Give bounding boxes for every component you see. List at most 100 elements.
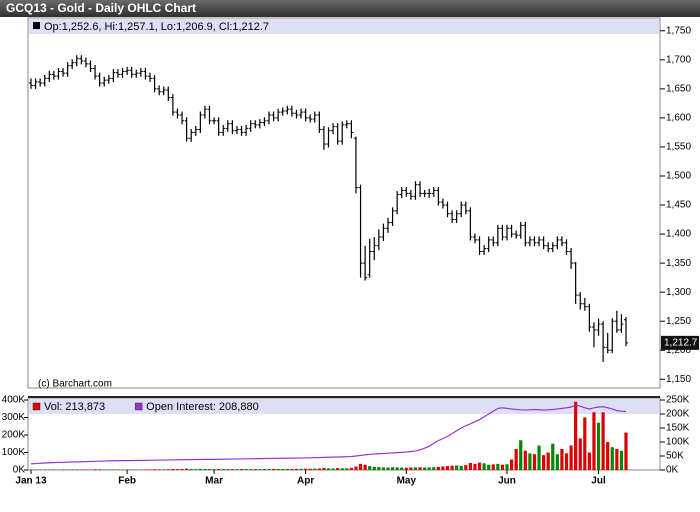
volume-bar (464, 465, 468, 470)
volume-bar (308, 468, 312, 470)
y2-tick-label: 250K (666, 395, 690, 406)
volume-bar (148, 469, 152, 470)
volume-bar (487, 464, 491, 470)
volume-bar (230, 469, 234, 470)
volume-bar (152, 469, 157, 470)
volume-bar (473, 463, 477, 470)
y-tick-label: 0K (13, 465, 26, 476)
x-tick-label: Feb (118, 476, 136, 487)
legend-label: Open Interest: 208,880 (146, 401, 259, 413)
y-tick-label: 100K (2, 447, 26, 458)
volume-bar (162, 469, 166, 470)
volume-bar (189, 468, 193, 470)
volume-bar (619, 450, 624, 470)
y-tick-label: 300K (2, 412, 26, 423)
y2-tick-label: 200K (666, 409, 690, 420)
y-tick-label: 1,750 (666, 25, 691, 36)
y-tick-label: 1,300 (666, 287, 691, 298)
y-tick-label: 1,200 (666, 345, 691, 356)
volume-bar (116, 469, 120, 470)
legend-label: Vol: 213,873 (44, 401, 105, 413)
volume-bar (143, 469, 148, 470)
volume-bar (194, 469, 198, 470)
volume-bar (84, 469, 88, 470)
volume-bar (400, 467, 404, 470)
volume-bar (596, 422, 601, 470)
volume-bar (560, 449, 564, 470)
volume-bar (587, 452, 591, 470)
volume-bar (340, 468, 344, 470)
y-tick-label: 400K (2, 395, 26, 406)
y-tick-label: 1,400 (666, 229, 691, 240)
legend-swatch (134, 402, 143, 411)
volume-bar (313, 468, 317, 470)
volume-bar (551, 443, 555, 470)
volume-bar (271, 468, 276, 470)
volume-bar (226, 469, 230, 470)
volume-bar (29, 469, 33, 470)
volume-bar (221, 469, 225, 470)
x-tick-label: Apr (297, 476, 314, 487)
volume-bar (212, 469, 216, 470)
y-tick-label: 1,700 (666, 54, 691, 65)
volume-bar (290, 468, 294, 470)
volume-bar (276, 468, 280, 470)
volume-bar (368, 466, 372, 470)
volume-bar (390, 467, 395, 470)
volume-bar (326, 468, 331, 470)
volume-bar (244, 469, 248, 470)
volume-bar (363, 464, 367, 470)
volume-bar (532, 454, 537, 470)
y2-tick-label: 0K (666, 465, 679, 476)
volume-bar (583, 417, 587, 470)
volume-bar (523, 450, 527, 470)
y-tick-label: 1,450 (666, 200, 691, 211)
volume-bar (468, 463, 472, 470)
volume-bar (482, 463, 486, 470)
x-tick-label: Jul (591, 476, 606, 487)
open-interest-line (30, 404, 627, 465)
x-tick-label: Jun (498, 476, 516, 487)
volume-legend-band (29, 399, 659, 414)
volume-bar (217, 468, 221, 470)
volume-bar (496, 463, 500, 470)
last-price-box (661, 335, 699, 350)
volume-bar (102, 469, 106, 470)
volume-bar (601, 412, 605, 470)
y-tick-label: 1,350 (666, 258, 691, 269)
volume-bar (505, 464, 509, 470)
volume-bar (574, 401, 578, 470)
volume-bar (166, 469, 170, 470)
y2-tick-label: 150K (666, 423, 690, 434)
volume-bar (157, 469, 161, 470)
volume-bar (56, 469, 61, 470)
volume-bar (500, 464, 505, 470)
x-tick-label: Jan 13 (15, 476, 47, 487)
volume-bar (578, 438, 582, 470)
volume-bar (441, 466, 445, 470)
volume-bar (171, 468, 175, 470)
volume-bar (299, 468, 303, 470)
volume-bar (537, 445, 541, 470)
volume-bar (322, 467, 326, 470)
y-tick-label: 1,150 (666, 374, 691, 385)
volume-bar (436, 466, 440, 470)
volume-bar (413, 467, 418, 470)
volume-bar (61, 469, 65, 470)
price-panel (27, 17, 661, 389)
volume-bar (555, 454, 559, 470)
volume-bar (249, 469, 253, 470)
volume-bar (207, 469, 212, 470)
volume-bar (262, 468, 267, 470)
volume-bar (349, 467, 353, 470)
volume-bar (331, 468, 335, 470)
header-bar (0, 0, 700, 17)
volume-bar (125, 469, 129, 470)
price-legend-band (29, 19, 659, 34)
y2-tick-label: 50K (666, 451, 684, 462)
source: (c) Barchart.com (38, 379, 112, 390)
volume-bar (43, 469, 47, 470)
volume-bar (317, 468, 321, 470)
volume-bar (304, 468, 308, 470)
volume-bar (70, 469, 74, 470)
